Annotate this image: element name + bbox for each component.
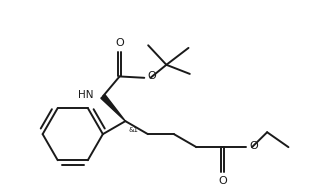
Text: O: O: [249, 141, 258, 151]
Text: HN: HN: [78, 90, 94, 100]
Text: O: O: [148, 71, 156, 81]
Text: &1: &1: [128, 127, 138, 133]
Text: O: O: [115, 38, 124, 48]
Polygon shape: [101, 95, 125, 121]
Text: O: O: [218, 176, 227, 186]
